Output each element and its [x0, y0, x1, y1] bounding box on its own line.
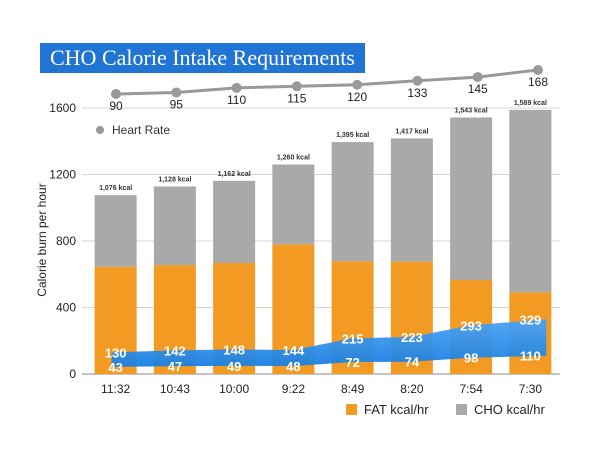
cho-bar-segment	[331, 142, 374, 262]
total-kcal-label: 1,589 kcal	[514, 100, 547, 107]
heart-rate-legend-marker	[96, 126, 104, 134]
x-tick-label: 7:54	[459, 382, 483, 396]
y-axis-label: Calorie burn per hour	[35, 183, 49, 296]
y-tick-label: 1600	[49, 101, 76, 115]
cho-bar-segment	[94, 195, 137, 267]
band-upper-label: 142	[164, 343, 186, 358]
x-tick-label: 8:49	[341, 382, 365, 396]
heart-rate-point	[111, 89, 121, 99]
band-area	[111, 319, 547, 367]
heart-rate-point	[171, 87, 182, 98]
band-lower-label: 47	[168, 359, 182, 374]
x-tick-label: 10:00	[219, 382, 249, 396]
y-tick-label: 1200	[49, 168, 76, 182]
heart-rate-point	[352, 79, 363, 90]
total-kcal-label: 1,543 kcal	[455, 107, 488, 114]
heart-rate-value-label: 95	[170, 97, 184, 111]
cho-bar-segment	[509, 109, 552, 293]
total-kcal-label: 1,260 kcal	[277, 155, 310, 162]
band-upper-label: 293	[460, 318, 482, 333]
legend-label: FAT kcal/hr	[364, 402, 429, 417]
heart-rate-value-label: 120	[347, 90, 367, 104]
cho-bar-segment	[390, 138, 433, 262]
heart-rate-line	[115, 68, 539, 96]
y-tick-label: 400	[56, 301, 76, 315]
cho-bar-segment	[153, 186, 196, 266]
y-tick-label: 800	[56, 234, 76, 248]
x-tick-label: 11:32	[101, 382, 130, 396]
heart-rate-value-label: 133	[407, 86, 427, 100]
cho-bar-segment	[450, 117, 493, 281]
band-lower-label: 49	[227, 359, 241, 374]
heart-rate-value-label: 145	[468, 82, 488, 96]
chart-title: CHO Calorie Intake Requirements	[50, 45, 355, 70]
total-kcal-label: 1,128 kcal	[158, 176, 191, 183]
band-upper-label: 329	[520, 312, 542, 327]
legend-label: CHO kcal/hr	[474, 402, 545, 417]
heart-rate-value-label: 168	[528, 75, 548, 89]
band-lower-label: 110	[520, 349, 541, 364]
x-tick-label: 10:43	[160, 382, 190, 396]
band-lower-label: 43	[108, 360, 122, 375]
heart-rate-value-label: 110	[227, 93, 246, 107]
heart-rate-point	[291, 81, 302, 92]
band-upper-label: 144	[283, 343, 305, 358]
total-kcal-label: 1,417 kcal	[395, 128, 428, 135]
total-kcal-label: 1,076 kcal	[99, 185, 132, 192]
heart-rate-legend-label: Heart Rate	[112, 123, 170, 137]
cho-bar-segment	[213, 180, 256, 263]
heart-rate-point	[412, 75, 423, 86]
heart-rate-point	[231, 82, 242, 93]
heart-rate-value-label: 115	[287, 91, 306, 105]
y-tick-label: 0	[69, 367, 76, 381]
band-lower-label: 98	[464, 351, 478, 366]
heart-rate-point	[472, 72, 483, 83]
band-lower-label: 74	[405, 355, 420, 370]
band-upper-label: 148	[223, 342, 245, 357]
band-upper-label: 223	[401, 330, 423, 345]
band-lower-label: 72	[345, 355, 359, 370]
x-axis-ticks: 11:32 10:43 10:00 9:22 8:49 8:20 7:54 7:30	[101, 382, 542, 396]
legend-swatch	[456, 404, 467, 415]
heart-rate-value-label: 90	[109, 99, 123, 113]
heart-rate-series: 90 95 110 115 120 133 145 168	[109, 65, 548, 113]
legend: FAT kcal/hr CHO kcal/hr	[346, 402, 545, 417]
chart-title-box: CHO Calorie Intake Requirements	[40, 43, 365, 73]
heart-rate-point	[533, 65, 543, 75]
total-kcal-label: 1,395 kcal	[336, 132, 369, 139]
x-tick-label: 7:30	[519, 382, 543, 396]
x-tick-label: 9:22	[282, 382, 306, 396]
cho-bar-segment	[272, 164, 315, 245]
band-upper-label: 215	[342, 331, 364, 346]
heart-rate-legend: Heart Rate	[96, 123, 170, 137]
band-upper-label: 130	[105, 345, 127, 360]
total-labels: 1,076 kcal 1,128 kcal 1,162 kcal 1,260 kcal…	[99, 100, 547, 192]
total-kcal-label: 1,162 kcal	[218, 171, 251, 178]
x-tick-label: 8:20	[400, 382, 424, 396]
band-lower-label: 48	[286, 359, 300, 374]
y-axis-ticks: 0 400 800 1200 1600	[49, 101, 76, 381]
legend-swatch	[346, 404, 357, 415]
